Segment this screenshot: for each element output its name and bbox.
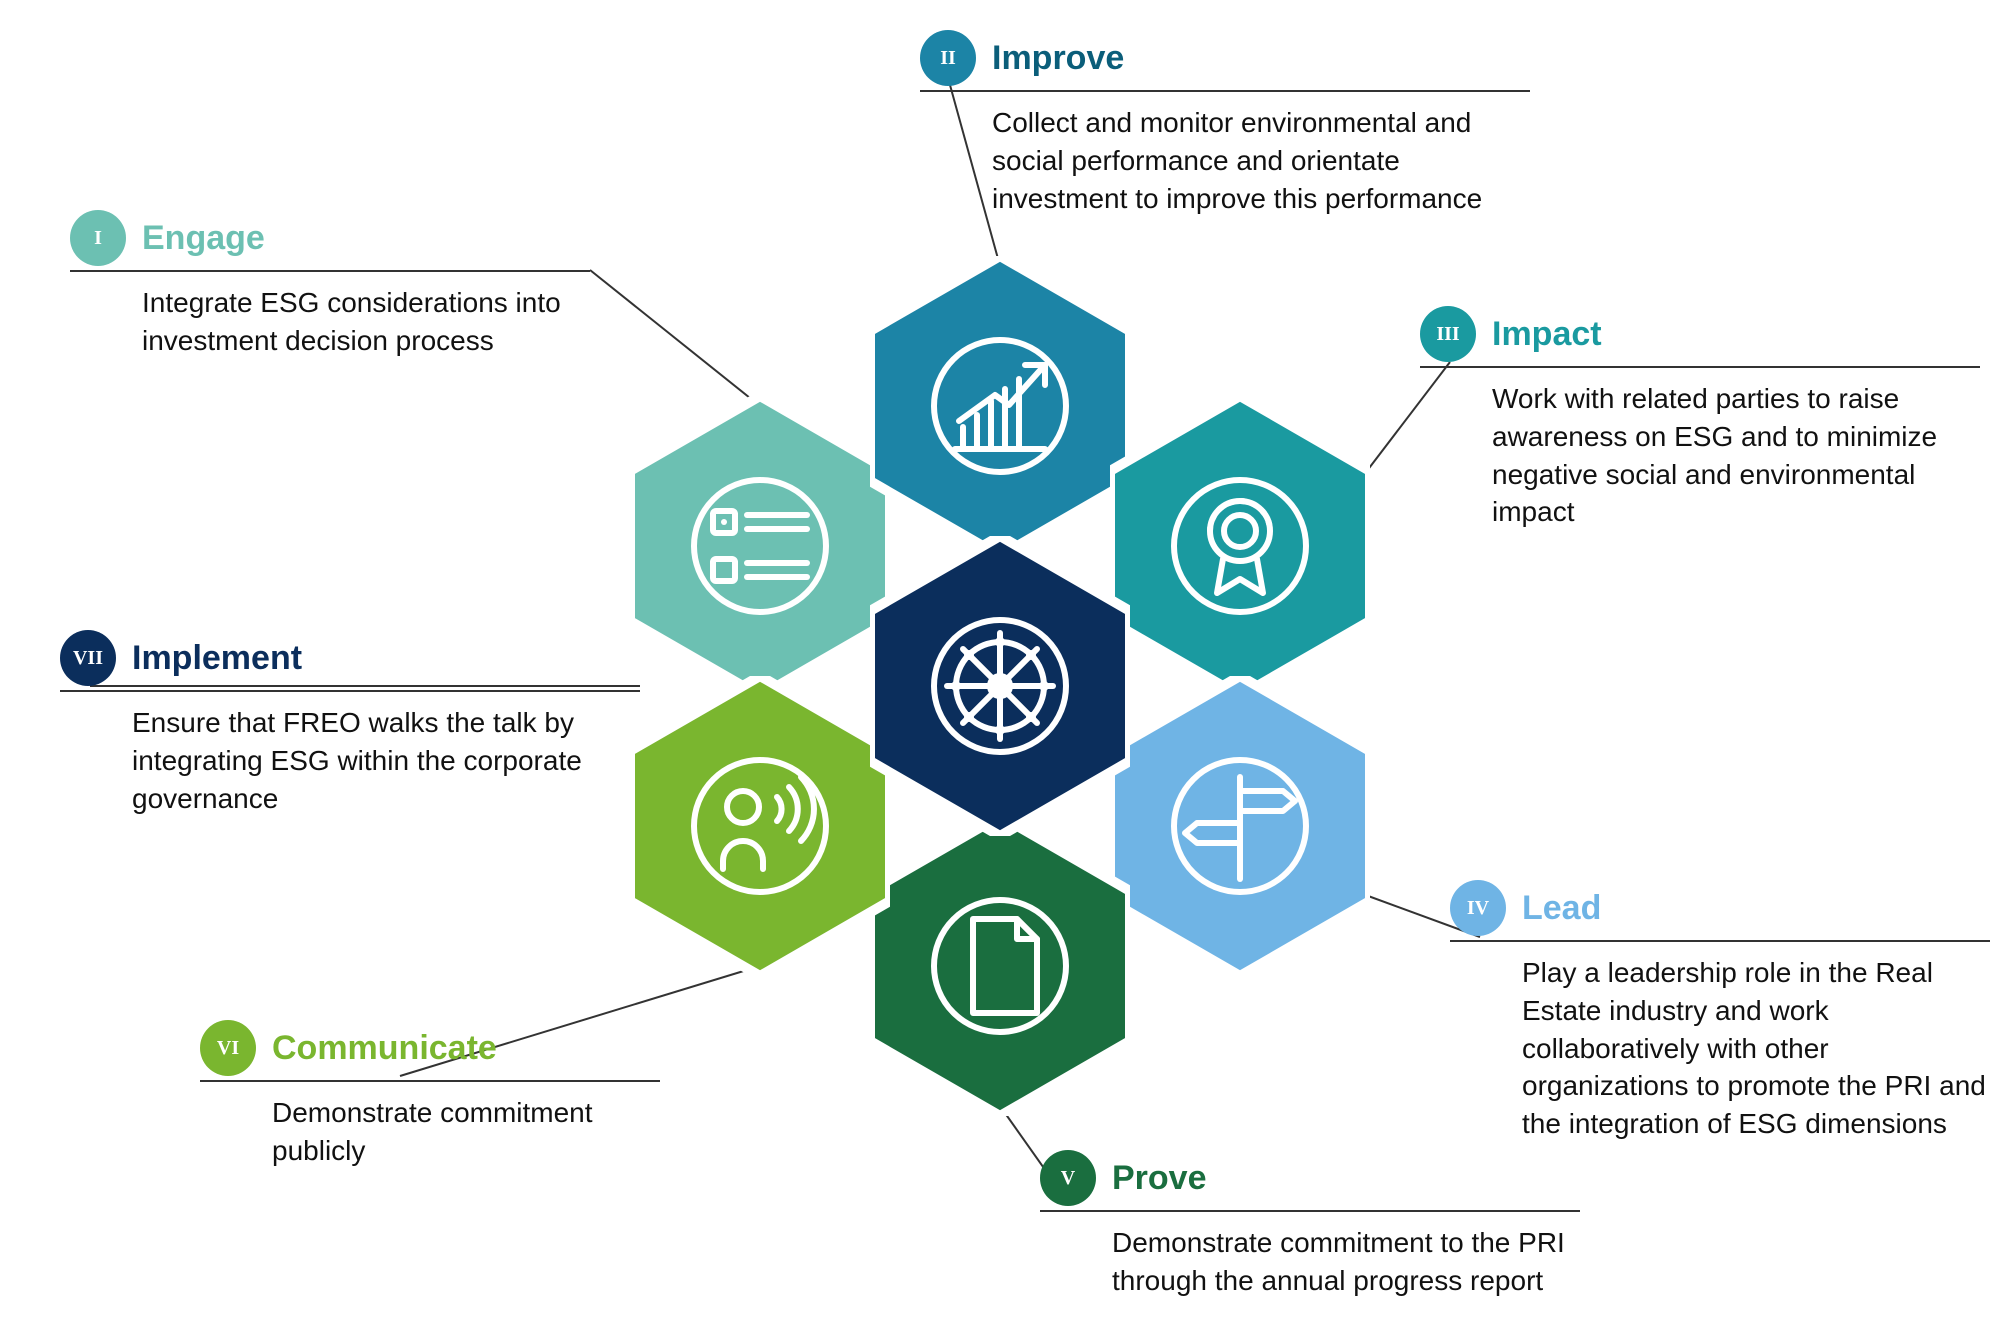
badge-engage: I (70, 210, 126, 266)
ribbon-icon (1165, 471, 1315, 621)
callout-lead: IV Lead Play a leadership role in the Re… (1450, 880, 1990, 1143)
title-impact: Impact (1492, 315, 1602, 354)
esg-infographic: I Engage Integrate ESG considerations in… (0, 0, 2000, 1318)
callout-impact: III Impact Work with related parties to … (1420, 306, 1980, 531)
hex-center (870, 536, 1130, 836)
callout-communicate: VI Communicate Demonstrate commitment pu… (200, 1020, 660, 1170)
list-icon (685, 471, 835, 621)
title-lead: Lead (1522, 889, 1601, 928)
body-impact: Work with related parties to raise aware… (1420, 380, 1980, 531)
callout-implement: VII Implement Ensure that FREO walks the… (60, 630, 640, 817)
callout-engage: I Engage Integrate ESG considerations in… (70, 210, 590, 360)
hex-lead (1110, 676, 1370, 976)
title-implement: Implement (132, 639, 302, 678)
callout-prove: V Prove Demonstrate commitment to the PR… (1040, 1150, 1580, 1300)
body-engage: Integrate ESG considerations into invest… (70, 284, 590, 360)
badge-communicate: VI (200, 1020, 256, 1076)
hex-prove (870, 816, 1130, 1116)
hex-improve (870, 256, 1130, 556)
badge-impact: III (1420, 306, 1476, 362)
callout-improve: II Improve Collect and monitor environme… (920, 30, 1530, 217)
body-improve: Collect and monitor environmental and so… (920, 104, 1530, 217)
body-implement: Ensure that FREO walks the talk by integ… (60, 704, 640, 817)
body-communicate: Demonstrate commitment publicly (200, 1094, 660, 1170)
hex-communicate (630, 676, 890, 976)
body-lead: Play a leadership role in the Real Estat… (1450, 954, 1990, 1143)
badge-lead: IV (1450, 880, 1506, 936)
signpost-icon (1165, 751, 1315, 901)
hex-engage (630, 396, 890, 696)
title-engage: Engage (142, 219, 265, 258)
badge-implement: VII (60, 630, 116, 686)
speaker-icon (685, 751, 835, 901)
hex-impact (1110, 396, 1370, 696)
title-improve: Improve (992, 39, 1124, 78)
title-communicate: Communicate (272, 1029, 497, 1068)
chart-icon (925, 331, 1075, 481)
badge-improve: II (920, 30, 976, 86)
body-prove: Demonstrate commitment to the PRI throug… (1040, 1224, 1580, 1300)
title-prove: Prove (1112, 1159, 1207, 1198)
wheel-icon (925, 611, 1075, 761)
document-icon (925, 891, 1075, 1041)
badge-prove: V (1040, 1150, 1096, 1206)
